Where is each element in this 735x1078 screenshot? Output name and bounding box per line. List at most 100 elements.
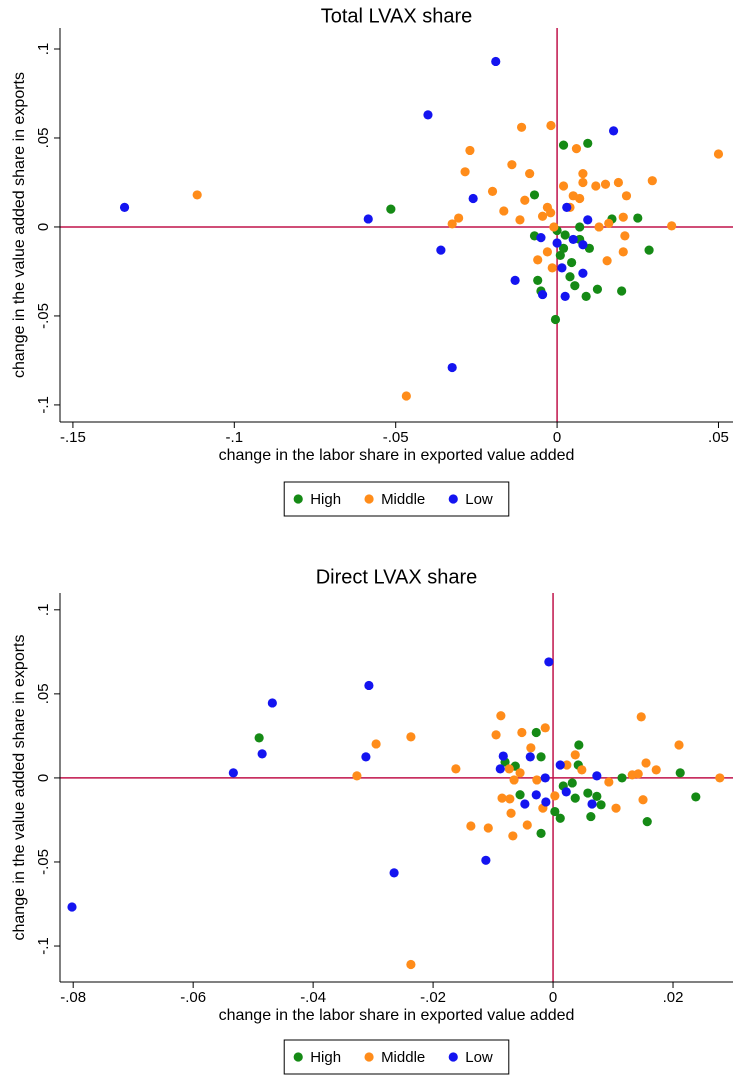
point [509,775,519,785]
point [618,212,628,222]
point [505,794,515,804]
legend-marker [364,494,374,504]
point [594,222,604,232]
legend-label: Low [465,491,493,508]
point [641,758,651,768]
point [533,255,543,265]
legend-marker [293,1052,303,1062]
legend-label: Low [465,1049,493,1066]
point [583,138,593,148]
point [504,764,514,774]
point [515,215,525,225]
legend: High Middle Low [283,481,510,517]
point [67,902,77,912]
point [515,768,525,778]
point [558,243,569,253]
point [536,233,546,243]
point [352,771,362,781]
point [520,195,530,205]
point [674,740,684,750]
point [525,752,535,762]
point [558,140,569,150]
x-tick-label: -.04 [300,989,326,1006]
point [510,275,520,285]
point [560,291,570,301]
point [642,817,652,827]
point [620,231,630,241]
point [675,768,685,778]
point [447,219,457,229]
point [529,190,540,200]
point [468,193,478,204]
x-axis-label: change in the labor share in exported va… [219,447,575,464]
point [537,289,548,300]
point [507,160,517,170]
legend-label: Middle [381,1049,425,1066]
point [436,245,446,255]
point [536,828,546,838]
point [499,206,509,216]
point [401,391,411,401]
point [578,268,588,278]
point [592,791,602,802]
point [423,110,433,120]
point [558,181,569,191]
point [577,765,587,775]
point [567,257,577,268]
point [497,793,507,803]
point [447,362,457,373]
point [555,760,565,770]
point [591,181,601,191]
point [651,765,661,775]
point [192,190,202,200]
legend-label: Middle [381,491,425,508]
y-axis-label: change in the value added share in expor… [11,635,28,941]
chart-title: Direct LVAX share [316,566,478,588]
point [592,771,602,781]
point [578,177,588,188]
point [544,657,554,667]
point [555,813,565,823]
point [691,792,701,802]
chart-title: Total LVAX share [321,5,473,27]
legend-label: High [310,1049,341,1066]
point [454,213,464,223]
point [570,750,580,760]
point [487,186,498,196]
point [583,788,593,798]
point [575,222,585,232]
point [550,314,561,325]
point [389,868,399,878]
point [496,711,506,721]
point [537,211,548,221]
y-tick-label: -.05 [35,849,52,875]
point [613,177,624,188]
point [667,221,677,231]
point [517,727,527,738]
point [542,247,553,257]
point [533,275,543,285]
point [540,773,550,783]
point [586,811,596,822]
point [491,730,501,740]
point [546,120,556,131]
point [546,208,556,218]
point [508,831,518,841]
point [540,723,550,733]
point [581,291,591,301]
point [267,698,277,708]
x-tick-label: -.06 [180,989,206,1006]
point [715,773,725,783]
y-tick-label: -.1 [35,396,52,414]
point [596,800,606,810]
y-tick-label: 0 [35,774,52,782]
point [561,787,571,797]
point [617,773,627,783]
point [608,126,619,136]
point [570,793,580,803]
point [562,202,572,212]
point [371,739,381,749]
point [515,790,525,800]
point [713,149,724,159]
